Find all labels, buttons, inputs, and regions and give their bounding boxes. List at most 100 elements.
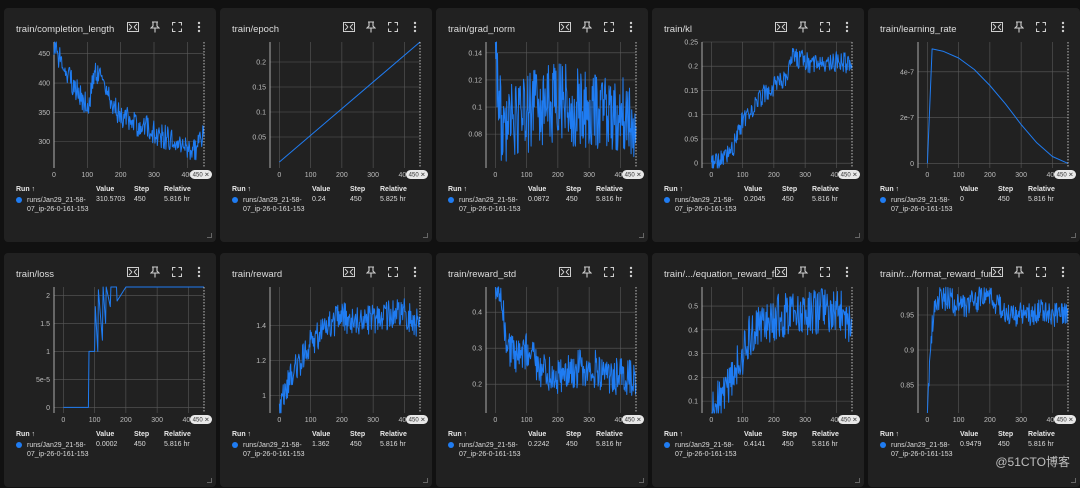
fit-domain-icon[interactable]	[774, 20, 788, 34]
watermark: @51CTO博客	[995, 455, 1070, 469]
step-badge	[1054, 170, 1076, 179]
run-step: 450	[782, 196, 794, 203]
legend-header-run[interactable]: Run ↑	[664, 186, 684, 193]
resize-handle[interactable]	[423, 233, 428, 238]
pin-icon[interactable]	[148, 20, 162, 34]
fullscreen-icon[interactable]	[602, 20, 616, 34]
legend-header-run[interactable]: Run ↑	[664, 431, 684, 438]
fit-domain-icon[interactable]	[990, 20, 1004, 34]
x-tick-label: 400	[399, 417, 411, 424]
y-tick-label: 0.14	[468, 50, 482, 57]
chart-card: train/reward_std 0.2 0.3 0.4 0 100 200 300 400 4…	[436, 253, 648, 487]
pin-icon[interactable]	[580, 20, 594, 34]
more-vert-icon[interactable]	[1056, 20, 1070, 34]
legend-header-run[interactable]: Run ↑	[232, 431, 252, 438]
x-tick-label: 200	[552, 172, 564, 179]
legend-header-run[interactable]: Run ↑	[448, 186, 468, 193]
resize-handle[interactable]	[855, 233, 860, 238]
resize-handle[interactable]	[639, 478, 644, 483]
resize-handle[interactable]	[207, 478, 212, 483]
pin-icon[interactable]	[796, 265, 810, 279]
fullscreen-icon[interactable]	[1034, 20, 1048, 34]
fit-domain-icon[interactable]	[126, 265, 140, 279]
series-line	[711, 288, 853, 414]
resize-handle[interactable]	[1071, 478, 1076, 483]
resize-handle[interactable]	[639, 233, 644, 238]
legend-header-run[interactable]: Run ↑	[448, 431, 468, 438]
fullscreen-icon[interactable]	[818, 265, 832, 279]
pin-icon[interactable]	[148, 265, 162, 279]
fit-domain-icon[interactable]	[558, 20, 572, 34]
fit-domain-icon[interactable]	[558, 265, 572, 279]
y-tick-label: 0.15	[252, 85, 266, 92]
more-vert-icon[interactable]	[840, 265, 854, 279]
pin-icon[interactable]	[364, 265, 378, 279]
legend-header-run[interactable]: Run ↑	[16, 431, 36, 438]
legend-header-run[interactable]: Run ↑	[880, 431, 900, 438]
legend-header-value: Value	[312, 186, 331, 193]
chart-card: train/.../equation_reward_func 0.1 0.2 0.3…	[652, 253, 864, 487]
x-tick-label: 300	[583, 417, 595, 424]
run-value: 0.0872	[528, 196, 550, 203]
more-vert-icon[interactable]	[192, 265, 206, 279]
run-value: 0.24	[312, 196, 326, 203]
legend-run-cell: runs/Jan29_21-58-07_ip-26-0-161-153	[448, 441, 528, 459]
resize-handle[interactable]	[207, 233, 212, 238]
fit-domain-icon[interactable]	[126, 20, 140, 34]
pin-icon[interactable]	[1012, 265, 1026, 279]
pin-icon[interactable]	[796, 20, 810, 34]
fullscreen-icon[interactable]	[1034, 265, 1048, 279]
x-tick-label: 300	[583, 172, 595, 179]
legend-row: runs/Jan29_21-58-07_ip-26-0-161-153 0 45…	[880, 196, 1072, 214]
legend-header-run[interactable]: Run ↑	[16, 186, 36, 193]
pin-icon[interactable]	[364, 20, 378, 34]
more-vert-icon[interactable]	[840, 20, 854, 34]
y-tick-label: 350	[38, 110, 50, 117]
fullscreen-icon[interactable]	[386, 265, 400, 279]
resize-handle[interactable]	[1071, 233, 1076, 238]
card-title: train/r.../format_reward_func	[880, 269, 992, 280]
more-vert-icon[interactable]	[408, 265, 422, 279]
x-tick-label: 100	[89, 417, 101, 424]
legend-header-run[interactable]: Run ↑	[232, 186, 252, 193]
more-vert-icon[interactable]	[624, 265, 638, 279]
card-title: train/.../equation_reward_func	[664, 269, 776, 280]
legend-header-run[interactable]: Run ↑	[880, 186, 900, 193]
legend-table: Run ↑ Value Step Relative runs/Jan29_21-…	[232, 186, 424, 214]
legend-header-value: Value	[960, 431, 979, 438]
chart-card: train/learning_rate 0 2e-7 4e-7 0 100 200 300 4…	[868, 8, 1080, 242]
fullscreen-icon[interactable]	[602, 265, 616, 279]
legend-row: runs/Jan29_21-58-07_ip-26-0-161-153 310.…	[16, 196, 208, 214]
more-vert-icon[interactable]	[1056, 265, 1070, 279]
resize-handle[interactable]	[423, 478, 428, 483]
fit-domain-icon[interactable]	[342, 20, 356, 34]
fit-domain-icon[interactable]	[774, 265, 788, 279]
fullscreen-icon[interactable]	[170, 265, 184, 279]
more-vert-icon[interactable]	[624, 20, 638, 34]
x-tick-label: 100	[81, 172, 93, 179]
pin-icon[interactable]	[580, 265, 594, 279]
fullscreen-icon[interactable]	[170, 20, 184, 34]
more-vert-icon[interactable]	[192, 20, 206, 34]
pin-icon[interactable]	[1012, 20, 1026, 34]
run-name: runs/Jan29_21-58-07_ip-26-0-161-153	[243, 442, 305, 458]
x-tick-label: 0	[277, 417, 281, 424]
more-vert-icon[interactable]	[408, 20, 422, 34]
resize-handle[interactable]	[855, 478, 860, 483]
fullscreen-icon[interactable]	[818, 20, 832, 34]
fit-domain-icon[interactable]	[990, 265, 1004, 279]
fullscreen-icon[interactable]	[386, 20, 400, 34]
legend-row: runs/Jan29_21-58-07_ip-26-0-161-153 1.36…	[232, 441, 424, 459]
y-tick-label: 0	[46, 405, 50, 412]
fit-domain-icon[interactable]	[342, 265, 356, 279]
